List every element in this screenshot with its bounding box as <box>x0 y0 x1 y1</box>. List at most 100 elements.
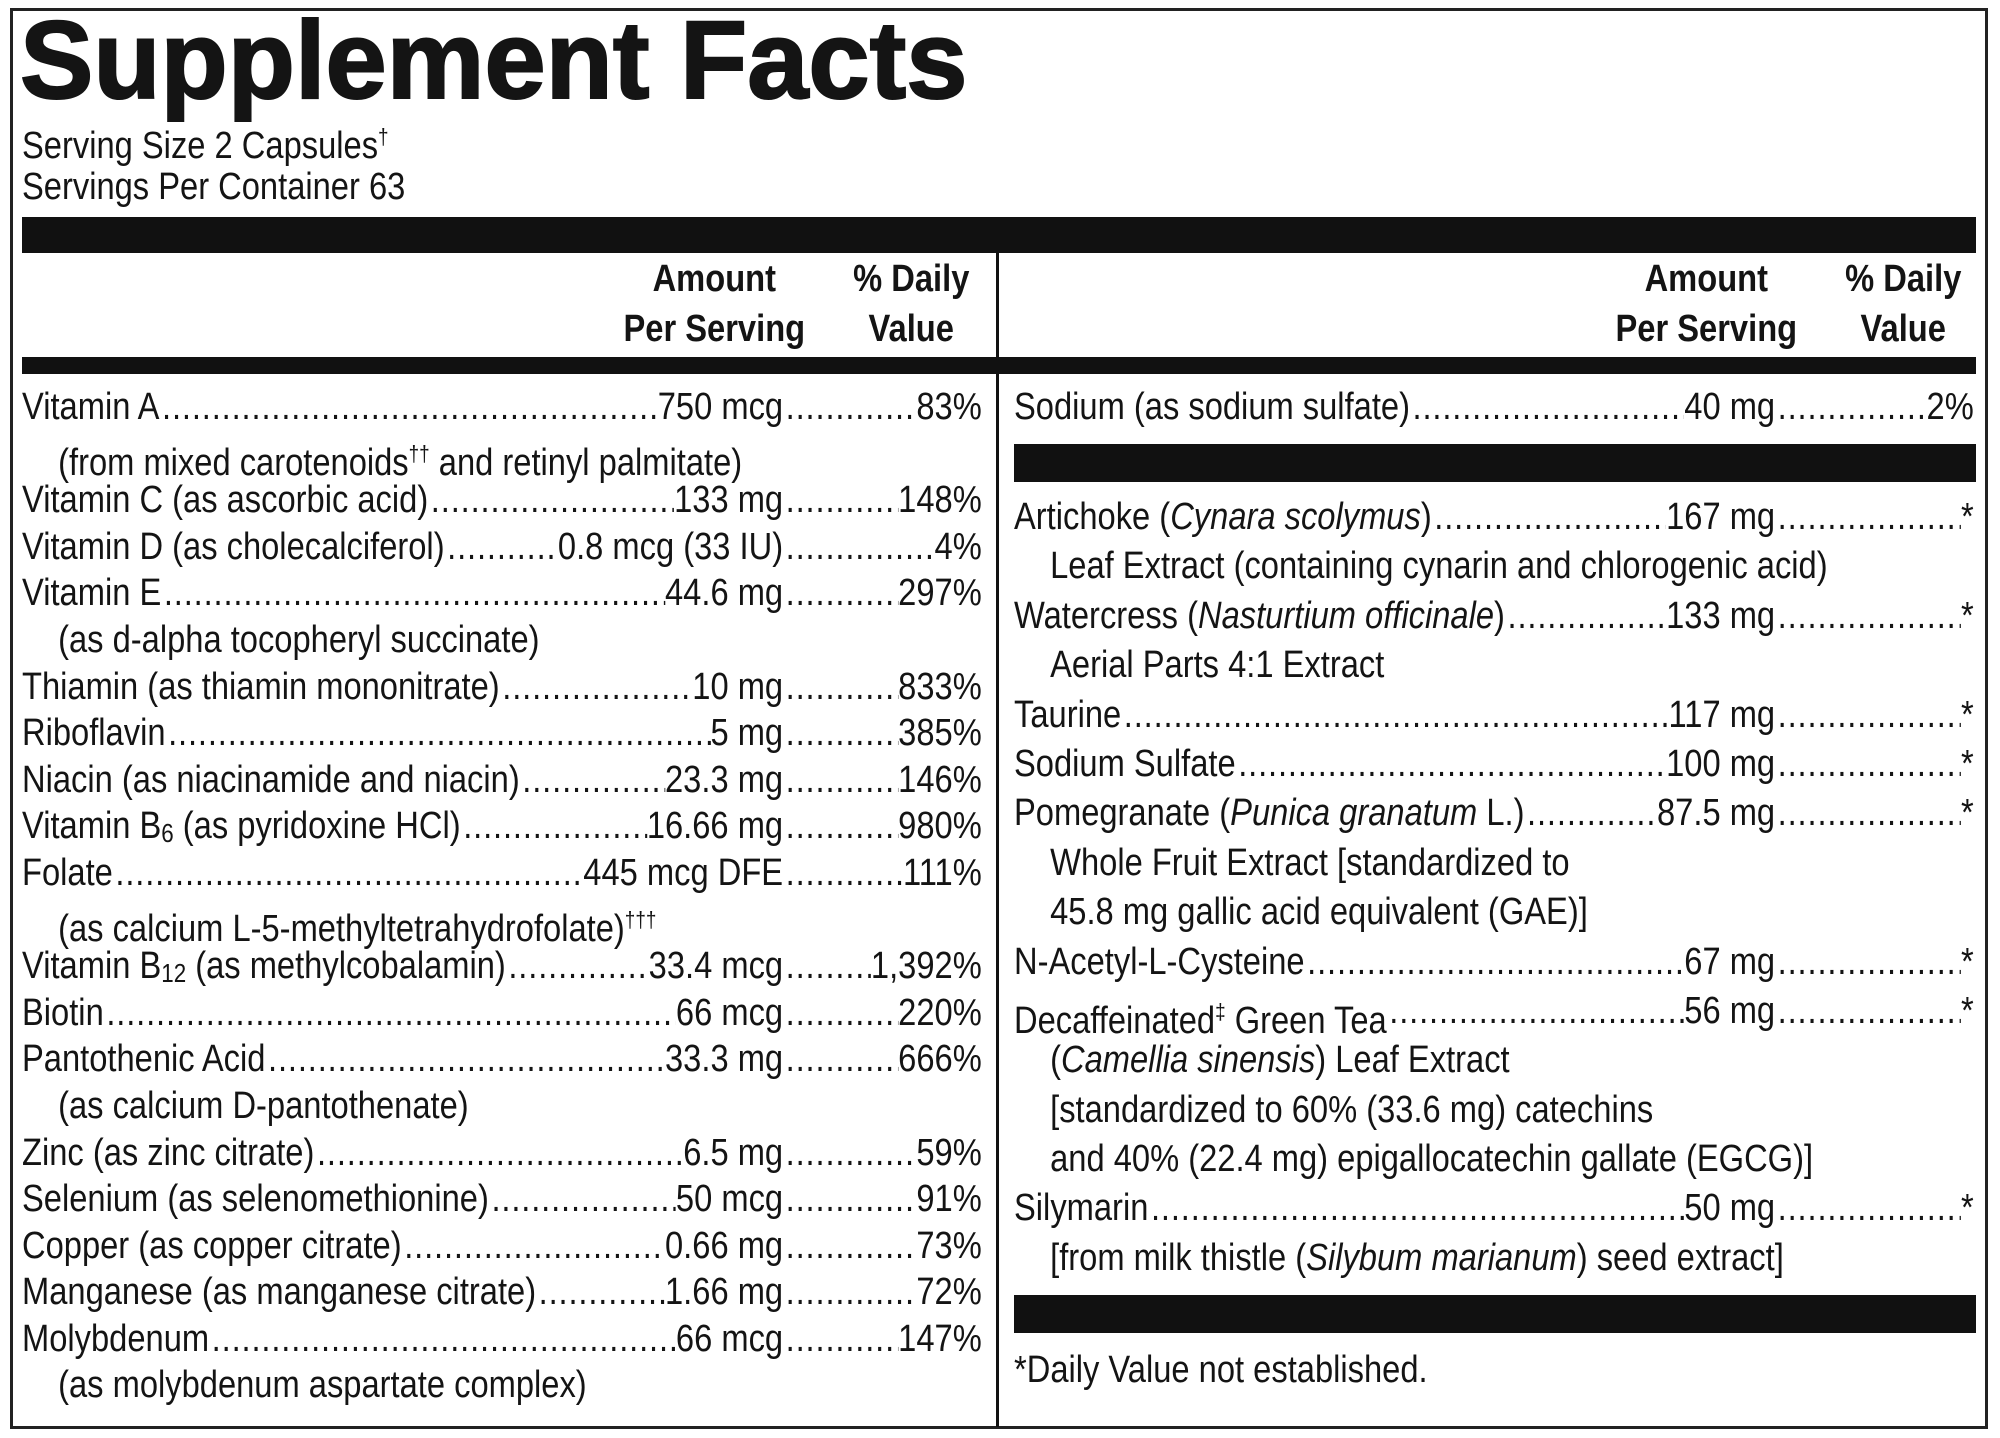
section-rule <box>1014 444 1976 482</box>
dv-part: 297% <box>783 570 982 617</box>
dot-leader <box>1775 740 1961 789</box>
superscript: ††† <box>624 906 657 932</box>
dot-leader <box>1236 740 1666 789</box>
amount-part: Thiamin (as thiamin mononitrate) 10 mg <box>22 664 783 711</box>
dv-part: * <box>1775 592 1974 641</box>
nutrient-row: N-Acetyl-L-Cysteine 67 mg * <box>1014 938 1974 987</box>
dot-leader <box>783 757 898 804</box>
daily-value: 146% <box>898 758 982 801</box>
amount: 445 mcg DFE <box>583 851 784 894</box>
nutrient-name: Sodium Sulfate <box>1014 740 1236 789</box>
dot-leader <box>783 1130 916 1177</box>
text: ( <box>1050 1039 1062 1082</box>
nutrient-detail: (as d-alpha tocopheryl succinate) <box>22 617 982 664</box>
nutrient-detail: (as calcium D-pantothenate) <box>22 1083 982 1130</box>
amount-part: Pantothenic Acid 33.3 mg <box>22 1036 783 1083</box>
text: Leaf Extract (containing cynarin and chl… <box>1050 545 1828 588</box>
nutrient-name: Pomegranate (Punica granatum L.) <box>1014 789 1524 838</box>
column-divider <box>996 253 999 1427</box>
amount-part: Vitamin D (as cholecalciferol) 0.8 mcg (3… <box>22 524 783 571</box>
text: Niacin (as niacinamide and niacin) <box>22 758 520 801</box>
dot-leader <box>783 1223 916 1270</box>
italic-text: Nasturtium officinale <box>1197 594 1495 637</box>
nutrient-row: Watercress (Nasturtium officinale) 133 mg… <box>1014 592 1974 641</box>
dot-leader <box>1524 789 1657 838</box>
text: Silymarin <box>1014 1187 1149 1230</box>
serving-info: Serving Size 2 Capsules† Servings Per Co… <box>22 112 405 212</box>
header-line: Per Serving <box>623 308 806 350</box>
dot-leader <box>500 664 693 711</box>
nutrient-detail: Aerial Parts 4:1 Extract <box>1014 641 1974 690</box>
text: Sodium Sulfate <box>1014 742 1236 785</box>
dot-leader <box>209 1316 676 1363</box>
heavy-rule <box>22 217 1976 253</box>
dot-leader <box>402 1223 665 1270</box>
column-header: % Daily Value <box>853 254 969 354</box>
text: Vitamin D (as cholecalciferol) <box>22 525 445 568</box>
nutrient-name: Thiamin (as thiamin mononitrate) <box>22 664 500 711</box>
italic-text: Camellia sinensis <box>1061 1039 1316 1082</box>
amount: 100 mg <box>1666 742 1776 785</box>
text: Green Tea <box>1225 999 1387 1042</box>
dv-part: 146% <box>783 757 982 804</box>
amount-part: Taurine 117 mg <box>1014 691 1775 740</box>
dot-leader <box>783 1316 898 1363</box>
dot-leader <box>520 757 665 804</box>
nutrient-name: Vitamin C (as ascorbic acid) <box>22 477 428 524</box>
nutrient-row: Riboflavin 5 mg 385% <box>22 710 982 757</box>
amount: 67 mg <box>1684 940 1776 983</box>
amount: 50 mcg <box>675 1178 784 1221</box>
dv-part: 2% <box>1775 384 1974 431</box>
dot-leader <box>489 1176 676 1223</box>
text: Whole Fruit Extract [standardized to <box>1050 841 1570 884</box>
column-header: Amount Per Serving <box>1615 254 1797 354</box>
amount: 33.4 mcg <box>648 945 784 988</box>
dv-part: * <box>1775 938 1974 987</box>
header-line: % Daily <box>1845 258 1962 300</box>
daily-value: * <box>1961 1187 1974 1230</box>
dv-part: 73% <box>783 1223 981 1270</box>
dot-leader <box>536 1269 665 1316</box>
text: Copper (as copper citrate) <box>22 1224 402 1267</box>
dot-leader <box>783 524 934 571</box>
text: Folate <box>22 851 113 894</box>
column-header: % Daily Value <box>1845 254 1961 354</box>
amount: 23.3 mg <box>665 758 784 801</box>
dot-leader <box>113 850 583 897</box>
nutrient-row: Vitamin C (as ascorbic acid) 133 mg 148% <box>22 477 982 524</box>
nutrient-row: Copper (as copper citrate) 0.66 mg 73% <box>22 1223 982 1270</box>
superscript: † <box>378 124 389 149</box>
amount: 0.8 mcg (33 IU) <box>557 525 784 568</box>
header-line: Value <box>868 308 954 350</box>
amount: 87.5 mg <box>1657 792 1776 835</box>
header-line: Value <box>1860 308 1946 350</box>
nutrient-row: Pantothenic Acid 33.3 mg 666% <box>22 1036 982 1083</box>
dot-leader <box>1775 592 1961 641</box>
daily-value: * <box>1961 792 1974 835</box>
nutrient-list: Sodium (as sodium sulfate) 40 mg 2% <box>1014 384 1974 431</box>
amount-part: Manganese (as manganese citrate) 1.66 mg <box>22 1269 783 1316</box>
nutrient-list: Artichoke (Cynara scolymus) 167 mg * Leaf E… <box>1014 493 1974 1283</box>
nutrient-row: Folate 445 mcg DFE 111% <box>22 850 982 897</box>
nutrient-row: Niacin (as niacinamide and niacin) 23.3 m… <box>22 757 982 804</box>
daily-value: * <box>1961 989 1974 1032</box>
nutrient-name: Sodium (as sodium sulfate) <box>1014 384 1410 431</box>
text: Thiamin (as thiamin mononitrate) <box>22 665 500 708</box>
italic-text: Silybum marianum <box>1306 1236 1577 1279</box>
nutrient-name: Vitamin B12 (as methylcobalamin) <box>22 943 506 990</box>
amount-part: Riboflavin 5 mg <box>22 710 783 757</box>
amount: 56 mg <box>1684 989 1776 1032</box>
dot-leader <box>783 990 898 1037</box>
dot-leader <box>783 664 898 711</box>
amount-part: Selenium (as selenomethionine) 50 mcg <box>22 1176 783 1223</box>
amount-part: Vitamin E 44.6 mg <box>22 570 783 617</box>
text: Vitamin E <box>22 572 162 615</box>
section-rule <box>1014 1295 1976 1333</box>
amount-part: Folate 445 mcg DFE <box>22 850 783 897</box>
amount: 117 mg <box>1668 693 1776 736</box>
amount: 6.5 mg <box>683 1131 784 1174</box>
text: 45.8 mg gallic acid equivalent (GAE)] <box>1050 891 1588 934</box>
amount-part: Vitamin A 750 mcg <box>22 384 783 431</box>
amount-part: Vitamin B6 (as pyridoxine HCl) 16.66 mg <box>22 803 783 850</box>
